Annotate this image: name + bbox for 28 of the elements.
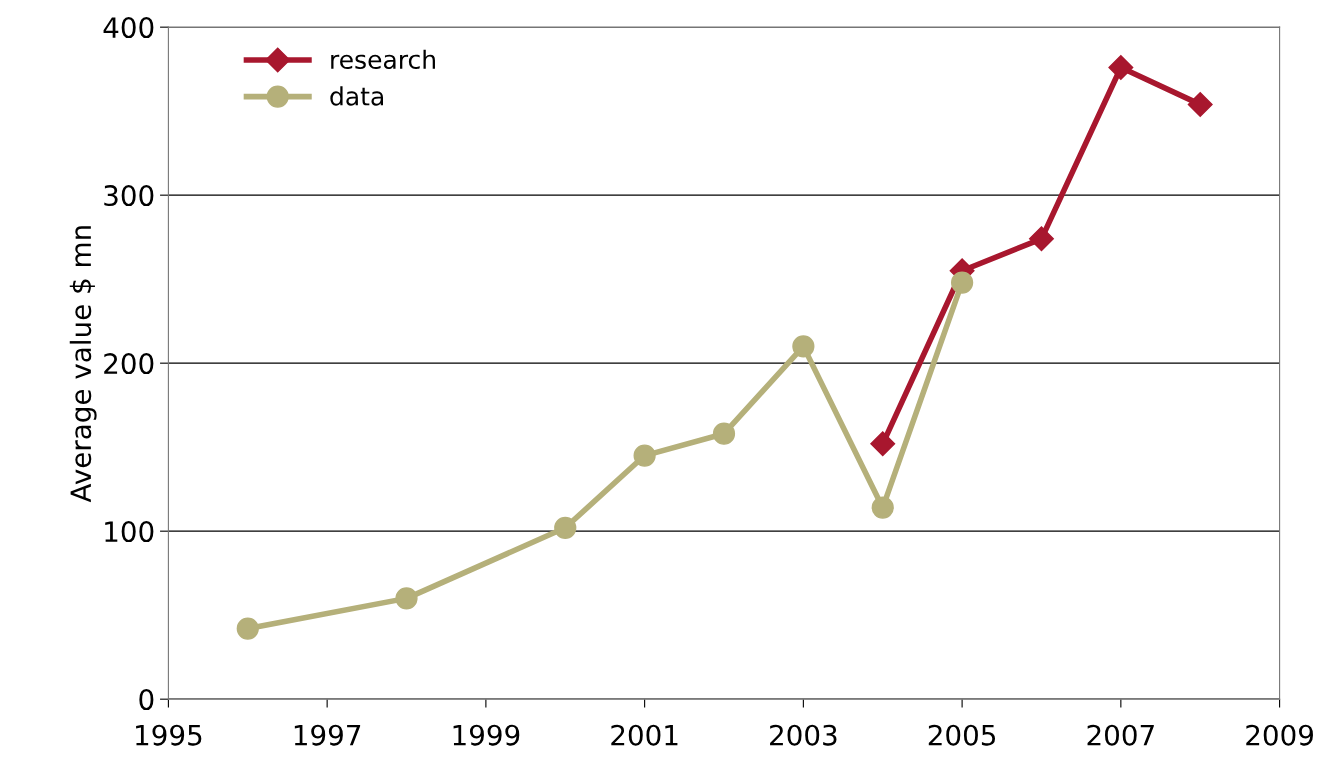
y-tick-label: 300 (104, 185, 154, 207)
point (633, 444, 656, 467)
point (950, 271, 974, 294)
point (792, 335, 815, 358)
point (1187, 91, 1213, 117)
point (1108, 55, 1134, 80)
point (870, 431, 896, 457)
y-tick-label: 0 (139, 689, 154, 711)
x-tick-label: 2001 (611, 724, 678, 746)
legend-label: research (331, 49, 435, 70)
point (236, 617, 259, 640)
x-tick-label: 2009 (1246, 724, 1313, 746)
point (554, 516, 577, 539)
point (1028, 226, 1054, 252)
x-tick-label: 1999 (453, 724, 520, 746)
point (395, 587, 418, 610)
y-tick-label: 100 (105, 521, 154, 543)
y-tick-label: 200 (104, 353, 154, 375)
x-tick-label: 1997 (294, 724, 361, 746)
x-tick-label: 2007 (1087, 724, 1154, 746)
y-axis-title: Average value $ mn (69, 226, 97, 503)
x-tick-label: 2005 (928, 724, 996, 746)
point (712, 422, 736, 445)
x-tick-label: 2003 (770, 724, 837, 746)
legend-label: data (330, 86, 383, 106)
x-tick-label: 1995 (136, 724, 202, 746)
point (871, 496, 894, 519)
y-tick-label: 400 (103, 17, 154, 39)
